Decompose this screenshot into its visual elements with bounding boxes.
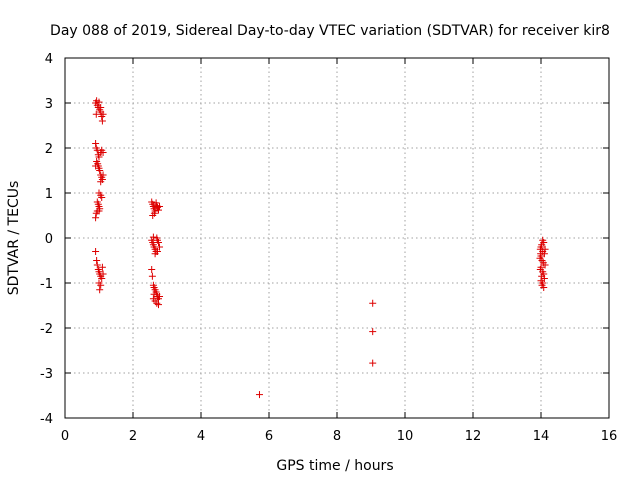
- data-point: [92, 110, 100, 118]
- y-tick-label: -1: [40, 277, 53, 292]
- data-point: [96, 167, 104, 174]
- data-point: [93, 261, 101, 269]
- y-tick-label: 2: [45, 142, 53, 157]
- data-point: [150, 290, 158, 298]
- x-tick-label: 0: [61, 429, 69, 444]
- x-axis-label: GPS time / hours: [276, 458, 393, 474]
- data-point: [156, 243, 164, 251]
- data-point: [92, 140, 100, 147]
- data-point: [369, 359, 377, 367]
- data-point: [98, 194, 106, 201]
- x-tick-label: 4: [197, 429, 205, 444]
- data-point: [95, 207, 103, 215]
- data-point: [540, 284, 548, 291]
- data-point: [97, 281, 105, 289]
- data-point: [99, 149, 107, 156]
- data-point: [149, 233, 157, 241]
- data-point: [99, 171, 107, 179]
- x-tick-label: 6: [265, 429, 273, 444]
- data-point: [153, 299, 161, 307]
- data-point: [156, 293, 164, 300]
- grid: [65, 58, 609, 418]
- data-points: [92, 97, 549, 399]
- data-point: [148, 266, 156, 273]
- data-point: [255, 391, 263, 399]
- y-tick-label: 4: [45, 52, 53, 67]
- data-point: [369, 328, 377, 336]
- data-point: [98, 275, 106, 282]
- x-tick-label: 10: [397, 429, 414, 444]
- data-point: [155, 206, 162, 214]
- data-point: [96, 286, 104, 294]
- x-tick-label: 8: [333, 429, 341, 444]
- data-point: [98, 263, 106, 271]
- data-point: [148, 272, 156, 280]
- data-point: [97, 104, 105, 111]
- y-axis-label: SDTVAR / TECUs: [6, 181, 22, 296]
- chart-title: Day 088 of 2019, Sidereal Day-to-day VTE…: [50, 23, 610, 39]
- x-tick-label: 14: [533, 429, 550, 444]
- data-point: [95, 153, 103, 161]
- data-point: [98, 117, 106, 125]
- y-tick-label: 3: [45, 97, 53, 112]
- x-tick-label: 16: [601, 429, 618, 444]
- y-tick-label: -2: [40, 322, 53, 337]
- y-tick-label: -3: [40, 367, 53, 382]
- data-point: [149, 212, 157, 219]
- data-point: [153, 248, 161, 255]
- data-point: [95, 98, 103, 106]
- y-tick-label: 1: [45, 187, 53, 202]
- x-tick-label: 2: [129, 429, 137, 444]
- data-point: [92, 248, 100, 255]
- data-point: [99, 270, 107, 278]
- data-point: [541, 261, 549, 269]
- data-point: [92, 214, 100, 222]
- data-point: [537, 250, 545, 258]
- x-tick-label: 12: [465, 429, 482, 444]
- data-point: [93, 257, 101, 264]
- data-point: [99, 110, 107, 118]
- data-point: [369, 299, 377, 307]
- data-point: [155, 301, 162, 309]
- data-point: [97, 178, 105, 186]
- data-point: [155, 239, 162, 246]
- y-tick-label: 0: [45, 232, 53, 247]
- data-point: [541, 245, 549, 253]
- y-tick-label: -4: [40, 412, 53, 427]
- data-point: [156, 203, 164, 210]
